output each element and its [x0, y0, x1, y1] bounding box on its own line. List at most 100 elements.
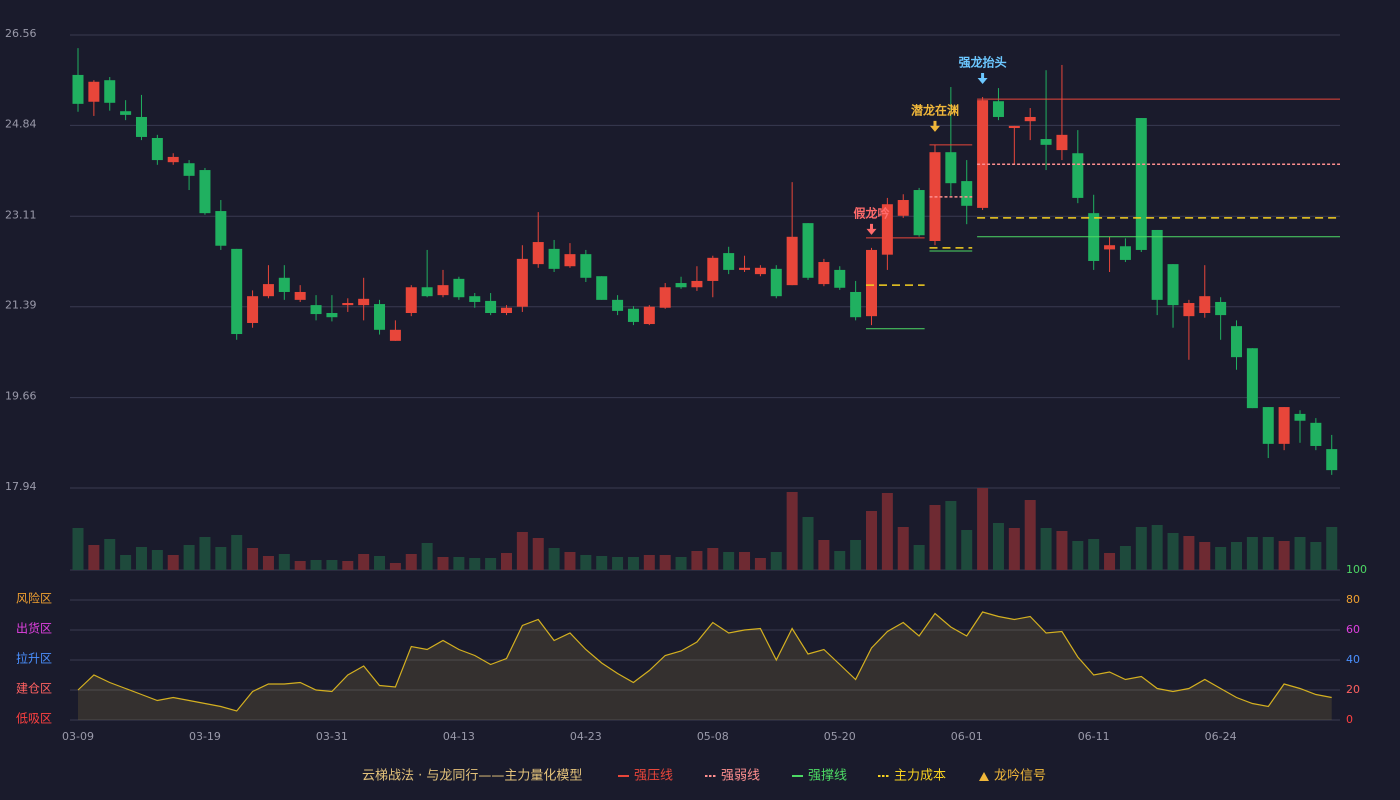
annotation-label: 潜龙在渊 — [911, 102, 959, 117]
volume-bar — [247, 548, 259, 570]
candle-body — [1310, 422, 1322, 446]
indicator-tick-label: 100 — [1346, 563, 1367, 576]
candle-body — [167, 156, 179, 163]
volume-bar — [469, 558, 481, 570]
volume-bar — [596, 556, 608, 570]
annotation-label: 强龙抬头 — [959, 55, 1007, 70]
legend-label: 强压线 — [634, 769, 673, 784]
candle-body — [500, 307, 512, 314]
candle-body — [977, 100, 989, 208]
volume-bar — [1008, 528, 1020, 570]
volume-bar — [262, 556, 274, 570]
candle-body — [707, 257, 719, 281]
candle-body — [421, 287, 433, 297]
annotation-label: 假龙吟 — [853, 205, 889, 220]
zone-label: 风险区 — [16, 591, 52, 606]
candle-body — [1119, 246, 1131, 260]
volume-bar — [1024, 500, 1036, 570]
volume-bar — [215, 547, 227, 570]
candle-body — [580, 254, 592, 278]
volume-bar — [802, 517, 814, 570]
indicator-tick-label: 0 — [1346, 713, 1353, 726]
legend-title: 云梯战法 · 与龙同行——主力量化模型 — [362, 769, 582, 784]
x-tick-label: 06-24 — [1205, 730, 1237, 743]
volume-bar — [1088, 539, 1100, 570]
candle-body — [802, 223, 814, 278]
volume-bar — [627, 557, 639, 570]
candle-body — [1231, 326, 1243, 358]
candle-body — [691, 280, 703, 288]
volume-bar — [897, 527, 909, 570]
candle-body — [1294, 413, 1306, 421]
volume-bar — [1326, 527, 1338, 570]
candle-body — [374, 304, 386, 330]
candle-body — [881, 204, 893, 255]
legend-label: 强撑线 — [808, 769, 847, 784]
indicator-tick-label: 60 — [1346, 623, 1360, 636]
candle-body — [183, 163, 195, 176]
volume-bar — [1262, 537, 1274, 570]
candle-body — [120, 111, 132, 115]
candle-body — [1008, 125, 1020, 129]
volume-bar — [294, 561, 306, 570]
volume-bar — [1199, 542, 1211, 570]
volume-bar — [104, 539, 116, 570]
x-tick-label: 03-09 — [62, 730, 94, 743]
x-tick-label: 05-08 — [697, 730, 729, 743]
volume-bar — [358, 554, 370, 570]
volume-bar — [342, 561, 354, 570]
candle-body — [231, 248, 243, 335]
candle-body — [104, 80, 116, 103]
candle-body — [247, 296, 259, 323]
volume-bar — [326, 560, 338, 570]
zone-label: 建仓区 — [16, 682, 52, 696]
volume-bar — [548, 548, 560, 570]
candle-body — [739, 267, 751, 270]
volume-bar — [1310, 542, 1322, 570]
volume-bar — [453, 557, 465, 570]
volume-bar — [1104, 553, 1116, 570]
volume-bar — [88, 545, 100, 570]
volume-bar — [691, 551, 703, 570]
volume-bar — [72, 528, 84, 570]
candle-body — [88, 81, 100, 102]
candle-body — [627, 308, 639, 322]
volume-bar — [532, 538, 544, 570]
x-tick-label: 04-13 — [443, 730, 475, 743]
x-tick-label: 05-20 — [824, 730, 856, 743]
volume-bar — [374, 556, 386, 570]
indicator-tick-label: 20 — [1346, 683, 1360, 696]
candle-body — [770, 268, 782, 297]
candle-body — [1246, 348, 1258, 409]
candle-body — [564, 254, 576, 267]
x-tick-label: 06-11 — [1078, 730, 1110, 743]
candle-body — [1135, 118, 1147, 250]
y-tick-label: 24.84 — [5, 117, 37, 130]
candle-body — [1104, 245, 1116, 250]
x-tick-label: 04-23 — [570, 730, 602, 743]
candle-body — [659, 287, 671, 308]
volume-bar — [1167, 533, 1179, 570]
volume-bar — [961, 530, 973, 570]
volume-bar — [183, 545, 195, 570]
volume-bar — [389, 563, 401, 570]
legend-symbol — [979, 772, 989, 781]
candle-body — [1278, 407, 1290, 444]
volume-bar — [120, 555, 132, 570]
candle-body — [262, 284, 274, 297]
candle-body — [485, 300, 497, 314]
volume-bar — [485, 558, 497, 570]
candle-body — [342, 303, 354, 306]
legend-label: 强弱线 — [721, 769, 760, 784]
volume-bar — [1246, 537, 1258, 570]
volume-bar — [437, 557, 449, 570]
volume-bar — [405, 554, 417, 570]
candle-body — [294, 291, 306, 300]
volume-bar — [945, 501, 957, 570]
candle-body — [961, 181, 973, 206]
volume-bar — [977, 488, 989, 570]
indicator-tick-label: 80 — [1346, 593, 1360, 606]
candle-body — [1167, 264, 1179, 306]
candle-body — [358, 298, 370, 306]
candle-body — [596, 276, 608, 300]
